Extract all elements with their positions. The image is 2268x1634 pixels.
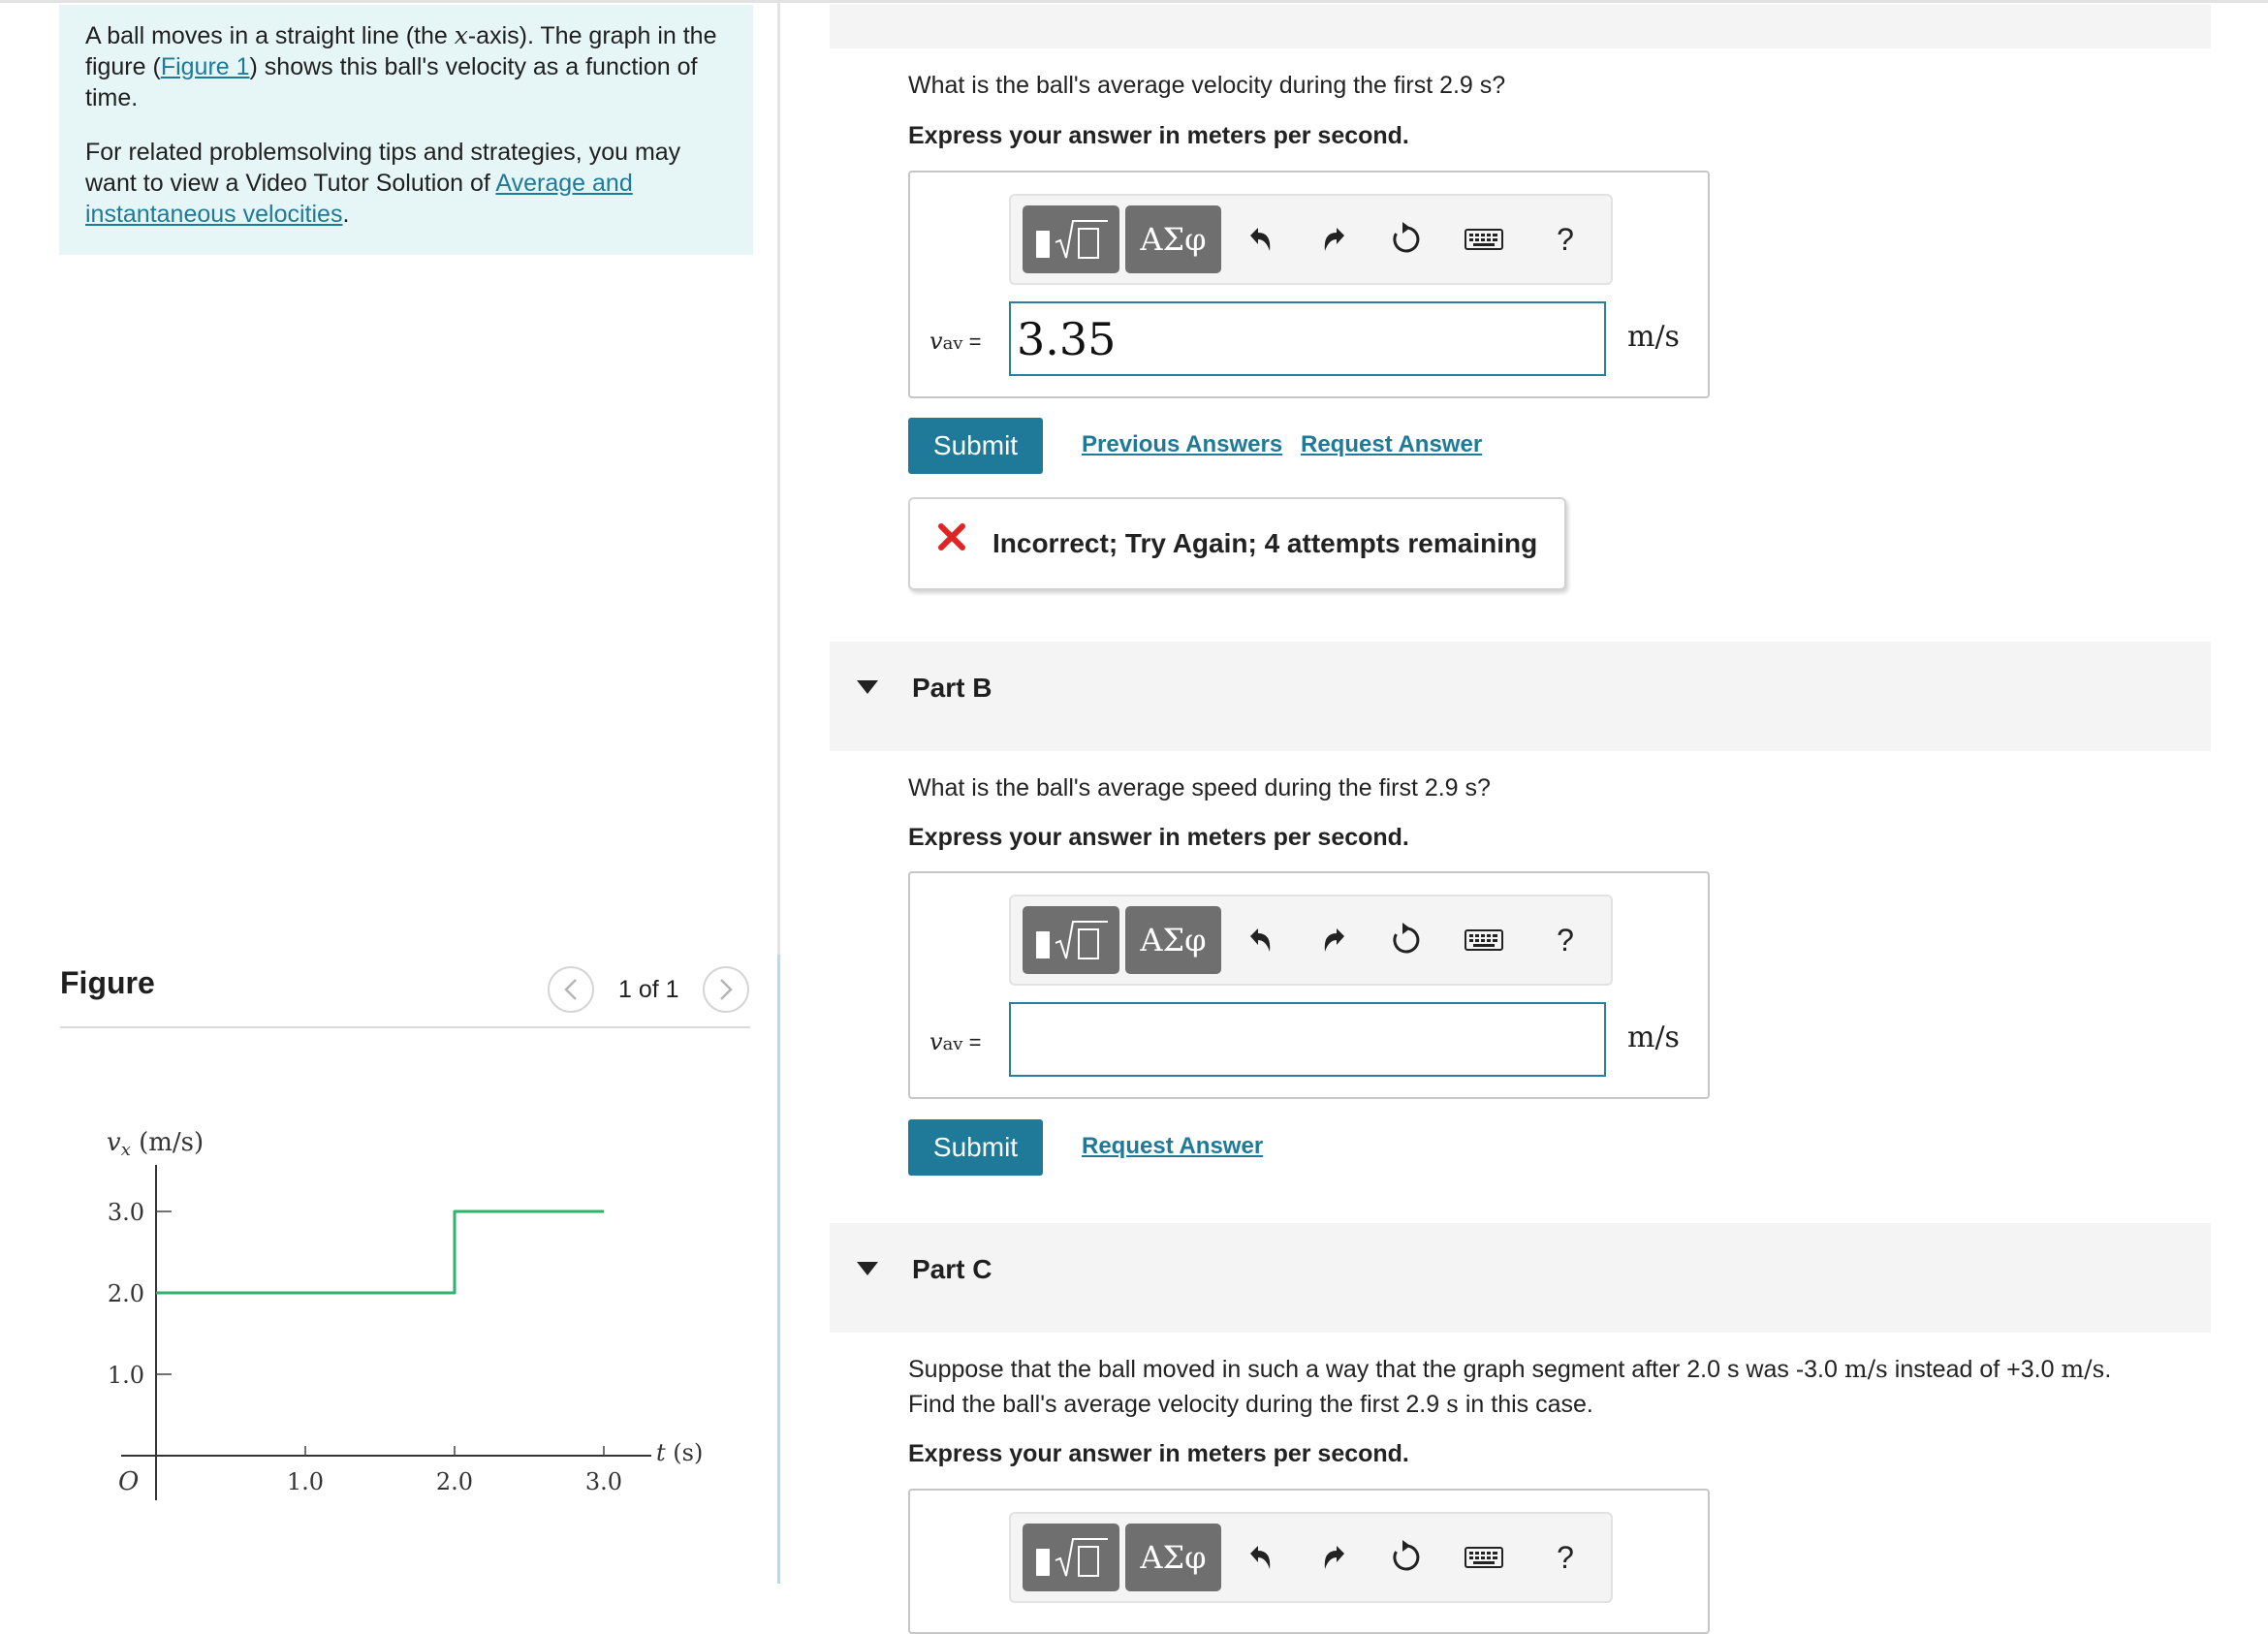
figure-title: Figure [60,965,155,1000]
undo-icon[interactable] [1239,215,1281,264]
redo-icon[interactable] [1313,1533,1356,1582]
y-tick-label: 2.0 [108,1280,144,1307]
part-a-header-band [830,5,2211,48]
part-a-instruction: Express your answer in meters per second… [908,122,1409,149]
part-c-header[interactable]: Part C [830,1223,2211,1333]
undo-icon[interactable] [1239,1533,1281,1582]
next-figure-button[interactable] [702,966,749,1013]
part-a-question: What is the ball's average velocity duri… [908,72,1506,99]
templates-button[interactable] [1023,205,1119,273]
keyboard-icon[interactable] [1463,916,1505,964]
fraction-root-template-icon [1036,220,1108,259]
redo-icon[interactable] [1313,215,1356,264]
fraction-root-template-icon [1036,1538,1108,1577]
part-c-collapse-caret-icon[interactable] [857,1262,878,1275]
part-b-instruction: Express your answer in meters per second… [908,824,1409,851]
templates-button[interactable] [1023,906,1119,974]
redo-icon[interactable] [1313,916,1356,964]
chevron-right-icon [719,979,733,1000]
part-b-label: Part B [912,673,992,703]
keyboard-icon[interactable] [1463,1533,1505,1582]
part-a-request-answer-link[interactable]: Request Answer [1301,431,1483,457]
y-tick-label: 1.0 [108,1362,144,1389]
part-c-answer-box: ΑΣφ ? [908,1489,1710,1634]
fraction-root-template-icon [1036,921,1108,959]
x-tick-label: 3.0 [585,1468,622,1495]
figure-page-count: 1 of 1 [618,975,679,1003]
part-c-label: Part C [912,1254,992,1284]
intro-paragraph-1: A ball moves in a straight line (the x-a… [85,21,717,111]
part-a-math-toolbar: ΑΣφ ? [1009,194,1613,285]
help-icon[interactable]: ? [1557,1539,1574,1575]
undo-icon[interactable] [1239,916,1281,964]
y-axis-label: vx (m/s) [107,1128,204,1160]
part-a-unit: m/s [1627,320,1680,354]
part-b-submit-button[interactable]: Submit [908,1119,1043,1176]
greek-symbols-button[interactable]: ΑΣφ [1125,906,1221,974]
part-b-math-toolbar: ΑΣφ ? [1009,895,1613,986]
part-a-feedback: Incorrect; Try Again; 4 attempts remaini… [908,497,1566,590]
greek-symbols-button[interactable]: ΑΣφ [1125,205,1221,273]
origin-label: O [118,1467,139,1496]
part-a-answer-input[interactable] [1009,301,1606,376]
help-icon[interactable]: ? [1557,221,1574,257]
intro-paragraph-2: For related problemsolving tips and stra… [85,139,681,228]
part-a-submit-button[interactable]: Submit [908,418,1043,474]
x-tick-label: 2.0 [436,1468,473,1495]
part-c-instruction: Express your answer in meters per second… [908,1440,1409,1467]
pane-resize-handle[interactable] [777,955,780,1584]
video-tutor-link[interactable]: Average and instantaneous velocities [85,170,633,228]
part-b-answer-input[interactable] [1009,1002,1606,1077]
chevron-left-icon [564,979,577,1000]
reset-icon[interactable] [1385,215,1428,264]
templates-button[interactable] [1023,1524,1119,1591]
part-a-answer-box: ΑΣφ ? vav = m/s [908,171,1710,398]
previous-answers-link[interactable]: Previous Answers [1082,431,1283,457]
part-b-request-answer-link[interactable]: Request Answer [1082,1133,1264,1159]
figure-divider [60,1026,750,1028]
part-b-variable-label: vav = [929,1028,982,1055]
incorrect-x-icon [938,523,965,550]
velocity-time-graph: vx (m/s) t (s) O 1.0 2.0 3.0 1.0 2.0 3.0 [107,1128,703,1500]
greek-symbols-button[interactable]: ΑΣφ [1125,1524,1221,1591]
feedback-message: Incorrect; Try Again; 4 attempts remaini… [992,528,1538,558]
y-tick-label: 3.0 [108,1199,144,1226]
keyboard-icon[interactable] [1463,215,1505,264]
help-icon[interactable]: ? [1557,922,1574,958]
reset-icon[interactable] [1385,1533,1428,1582]
x-axis-label: t (s) [656,1439,703,1466]
pane-divider [777,3,780,1584]
part-b-collapse-caret-icon[interactable] [857,680,878,694]
part-a-variable-label: vav = [929,328,982,355]
reset-icon[interactable] [1385,916,1428,964]
x-tick-label: 1.0 [287,1468,324,1495]
part-b-header[interactable]: Part B [830,642,2211,751]
part-c-math-toolbar: ΑΣφ ? [1009,1512,1613,1603]
velocity-series-line [156,1210,604,1295]
previous-figure-button[interactable] [548,966,594,1013]
part-b-answer-box: ΑΣφ ? vav = m/s [908,871,1710,1099]
figure-link[interactable]: Figure 1 [160,53,250,80]
part-c-question: Suppose that the ball moved in such a wa… [908,1355,2112,1418]
part-b-question: What is the ball's average speed during … [908,774,1491,801]
top-rule [0,0,2268,3]
problem-intro: A ball moves in a straight line (the x-a… [59,5,753,255]
figure-pager: 1 of 1 [548,965,749,1014]
part-b-unit: m/s [1627,1021,1680,1054]
